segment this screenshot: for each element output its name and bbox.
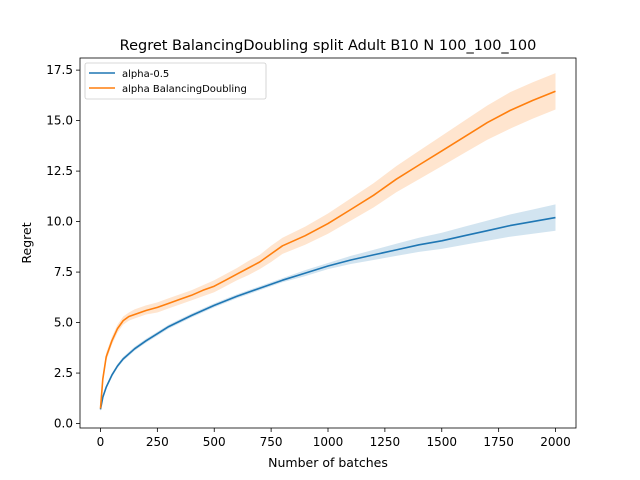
series-line-alpha-balancingdoubling [99,90,556,409]
y-tick-label: 2.5 [54,366,73,380]
y-tick-label: 10.0 [46,215,73,229]
x-tick-label: 250 [146,435,169,449]
y-tick-label: 0.0 [54,417,73,431]
x-axis-title: Number of batches [268,455,388,470]
x-tick-label: 1500 [426,435,457,449]
y-tick-label: 5.0 [54,316,73,330]
legend-label-alpha-balancing-doubling: alpha BalancingDoubling [122,84,247,95]
x-tick-label: 500 [203,435,226,449]
y-tick-label: 15.0 [46,114,73,128]
legend-label-alpha-0-5: alpha-0.5 [122,69,169,80]
chart-title: Regret BalancingDoubling split Adult B10… [120,38,537,54]
y-axis-ticks: 0.0 2.5 5.0 7.5 10.0 12.5 15.0 17.5 [46,63,80,431]
x-tick-label: 0 [97,435,105,449]
y-tick-label: 12.5 [46,164,73,178]
x-tick-label: 750 [260,435,283,449]
series-line-alpha-0-5 [99,216,556,410]
x-tick-label: 1750 [483,435,514,449]
x-axis-ticks: 0 250 500 750 1000 1250 1500 1750 2000 [97,428,571,449]
y-axis-title: Regret [19,222,34,263]
x-tick-label: 1000 [313,435,344,449]
y-tick-label: 7.5 [54,265,73,279]
x-tick-label: 2000 [540,435,571,449]
legend: alpha-0.5 alpha BalancingDoubling [84,62,267,100]
legend-box [84,62,267,100]
confidence-band-alpha-balancingdoubling [100,73,556,412]
x-tick-label: 1250 [370,435,401,449]
y-tick-label: 17.5 [46,63,73,77]
series-lines [99,90,556,410]
